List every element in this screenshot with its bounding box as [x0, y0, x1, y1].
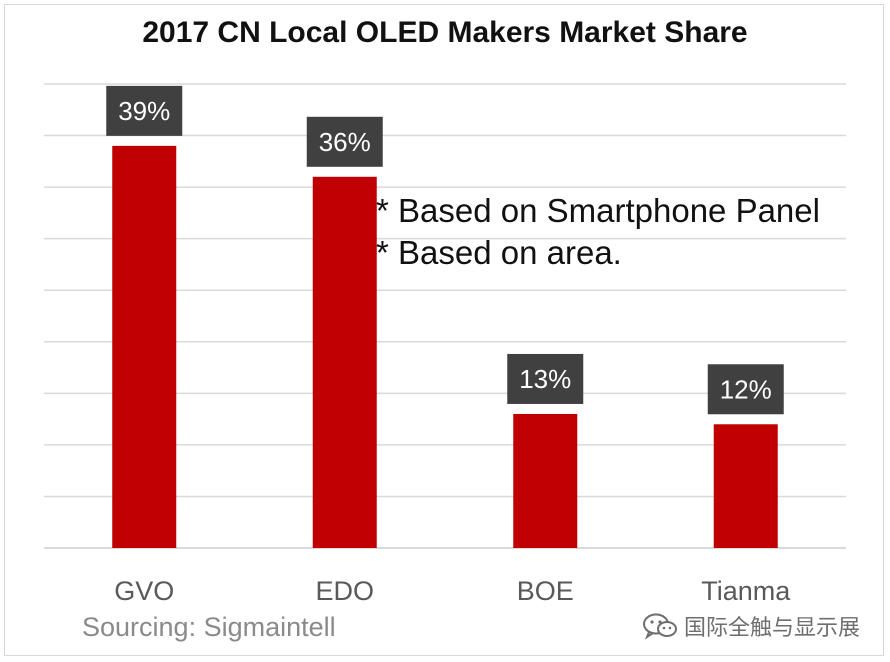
data-label-edo: 36% [319, 127, 371, 157]
data-label-box-gvo [106, 85, 183, 136]
x-tick-label-boe: BOE [517, 576, 574, 606]
chart-title: 2017 CN Local OLED Makers Market Share [142, 16, 748, 49]
wechat-icon [643, 613, 677, 640]
note-area: * Based on area. [376, 234, 622, 271]
bar-tianma [713, 424, 778, 548]
x-tick-label-tianma: Tianma [701, 576, 791, 606]
watermark-text: 国际全触与显示展 [684, 615, 861, 640]
data-label-box-boe [507, 353, 584, 404]
data-label-gvo: 39% [118, 96, 170, 126]
source-credit: Sourcing: Sigmaintell [82, 612, 336, 642]
note-smartphone-panel: * Based on Smartphone Panel [376, 192, 820, 229]
bar-edo [312, 176, 377, 549]
data-label-boe: 13% [519, 364, 571, 394]
data-label-box-tianma [707, 364, 784, 415]
bar-gvo [112, 145, 177, 548]
watermark: 国际全触与显示展 [642, 610, 860, 642]
x-tick-label-edo: EDO [315, 576, 374, 606]
data-label-tianma: 12% [720, 374, 772, 404]
bar-boe [513, 413, 578, 548]
x-tick-label-gvo: GVO [114, 576, 174, 606]
data-label-box-edo [306, 116, 383, 167]
